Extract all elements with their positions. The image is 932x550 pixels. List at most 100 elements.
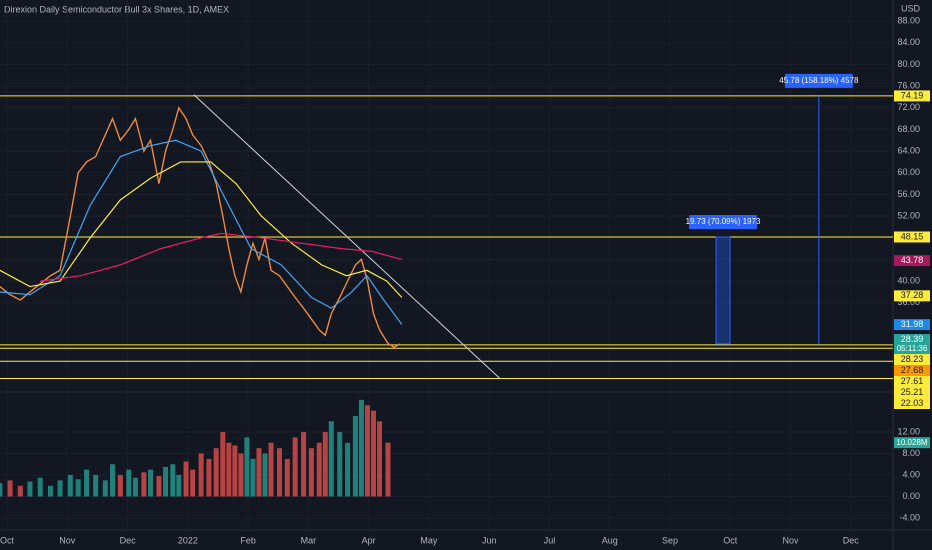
- trendline: [193, 94, 501, 379]
- volume-bar: [364, 405, 370, 497]
- y-tick-label: 12.00: [897, 426, 920, 436]
- y-tick-label: 68.00: [897, 124, 920, 134]
- volume-bar: [110, 464, 116, 497]
- volume-bar: [147, 469, 153, 497]
- y-tick-label: 64.00: [897, 146, 920, 156]
- volume-bar: [190, 469, 196, 497]
- x-tick-label: Nov: [59, 535, 76, 545]
- y-tick-label: 60.00: [897, 167, 920, 177]
- chart-title: Direxion Daily Semiconductor Bull 3x Sha…: [4, 4, 229, 14]
- volume-bar: [358, 399, 364, 497]
- y-tick-label: 72.00: [897, 102, 920, 112]
- price-label: 28.39: [901, 334, 924, 344]
- price-label-box: [894, 319, 930, 331]
- volume-bar: [163, 466, 169, 497]
- volume-bar: [337, 432, 343, 497]
- volume-bar: [132, 477, 138, 497]
- y-tick-label: 76.00: [897, 81, 920, 91]
- price-label: 74.19: [901, 90, 924, 100]
- measure-range: [715, 236, 731, 345]
- volume-bar: [170, 464, 176, 497]
- y-tick-label: -4.00: [899, 512, 920, 522]
- price-label: 25.21: [901, 387, 924, 397]
- y-tick-label: 0.00: [902, 491, 920, 501]
- price-label-box: [894, 90, 930, 102]
- price-label-box: [894, 365, 930, 377]
- y-tick-label: 4.00: [902, 469, 920, 479]
- x-tick-label: Mar: [301, 535, 317, 545]
- volume-bar: [220, 432, 226, 497]
- x-tick-label: Feb: [240, 535, 256, 545]
- volume-bar: [117, 475, 123, 497]
- measure-label-box: [689, 214, 758, 229]
- y-tick-label: 84.00: [897, 37, 920, 47]
- price-label-box: [894, 387, 930, 399]
- price-label: 31.98: [901, 319, 924, 329]
- x-tick-label: Dec: [843, 535, 860, 545]
- moving-average: [0, 161, 403, 298]
- volume-bar: [352, 415, 358, 497]
- price-label: 37.28: [901, 290, 924, 300]
- volume-bar: [7, 480, 13, 497]
- volume-bar: [238, 453, 244, 497]
- volume-label: 10.028M: [896, 438, 927, 447]
- volume-bar: [93, 475, 99, 497]
- moving-average: [40, 232, 402, 282]
- volume-bar: [262, 453, 268, 497]
- volume-bar: [232, 445, 238, 497]
- x-tick-label: Aug: [602, 535, 618, 545]
- x-tick-label: 2022: [178, 535, 198, 545]
- price-label: 43.78: [901, 255, 924, 265]
- x-tick-label: Apr: [362, 535, 376, 545]
- x-tick-label: May: [420, 535, 438, 545]
- volume-label-box: [894, 437, 930, 449]
- volume-bar: [250, 458, 256, 497]
- y-tick-label: 80.00: [897, 59, 920, 69]
- volume-bar: [385, 442, 391, 497]
- price-label: 28.23: [901, 354, 924, 364]
- volume-bar: [156, 476, 162, 497]
- x-tick-label: Oct: [0, 535, 15, 545]
- price-label-box: [894, 334, 930, 355]
- volume-bar: [17, 485, 23, 497]
- x-tick-label: Dec: [120, 535, 137, 545]
- volume-bar: [322, 432, 328, 497]
- price-label: 27.61: [901, 376, 924, 386]
- price-label-box: [894, 398, 930, 410]
- measure-label-box: [784, 73, 853, 88]
- volume-bar: [206, 458, 212, 497]
- volume-bar: [226, 442, 232, 497]
- y-tick-label: 52.00: [897, 211, 920, 221]
- volume-bar: [198, 453, 204, 497]
- price-label-box: [894, 255, 930, 267]
- volume-bar: [176, 475, 182, 497]
- price-label: 27.68: [901, 365, 924, 375]
- volume-bar: [27, 481, 33, 497]
- measure-label: 45.78 (158.18%) 4578: [779, 76, 859, 85]
- volume-bar: [102, 480, 108, 497]
- volume-bar: [268, 442, 274, 497]
- volume-bar: [47, 485, 53, 497]
- price-label-box: [894, 290, 930, 302]
- volume-bar: [345, 442, 351, 497]
- volume-bar: [213, 448, 219, 497]
- price-label-box: [894, 231, 930, 243]
- measure-label: 19.73 (70.09%) 1973: [686, 217, 761, 226]
- price-label: 48.15: [901, 231, 924, 241]
- y-tick-label: 56.00: [897, 189, 920, 199]
- price-label-box: [894, 354, 930, 366]
- x-tick-label: Jun: [482, 535, 497, 545]
- volume-bar: [183, 461, 189, 497]
- volume-bar: [276, 448, 282, 497]
- volume-bar: [141, 472, 147, 497]
- x-tick-label: Sep: [662, 535, 678, 545]
- x-tick-label: Jul: [544, 535, 556, 545]
- volume-bar: [244, 437, 250, 497]
- volume-bar: [256, 448, 262, 497]
- y-tick-label: 88.00: [897, 16, 920, 26]
- volume-bar: [301, 432, 307, 497]
- volume-bar: [84, 469, 90, 497]
- moving-average: [0, 139, 403, 325]
